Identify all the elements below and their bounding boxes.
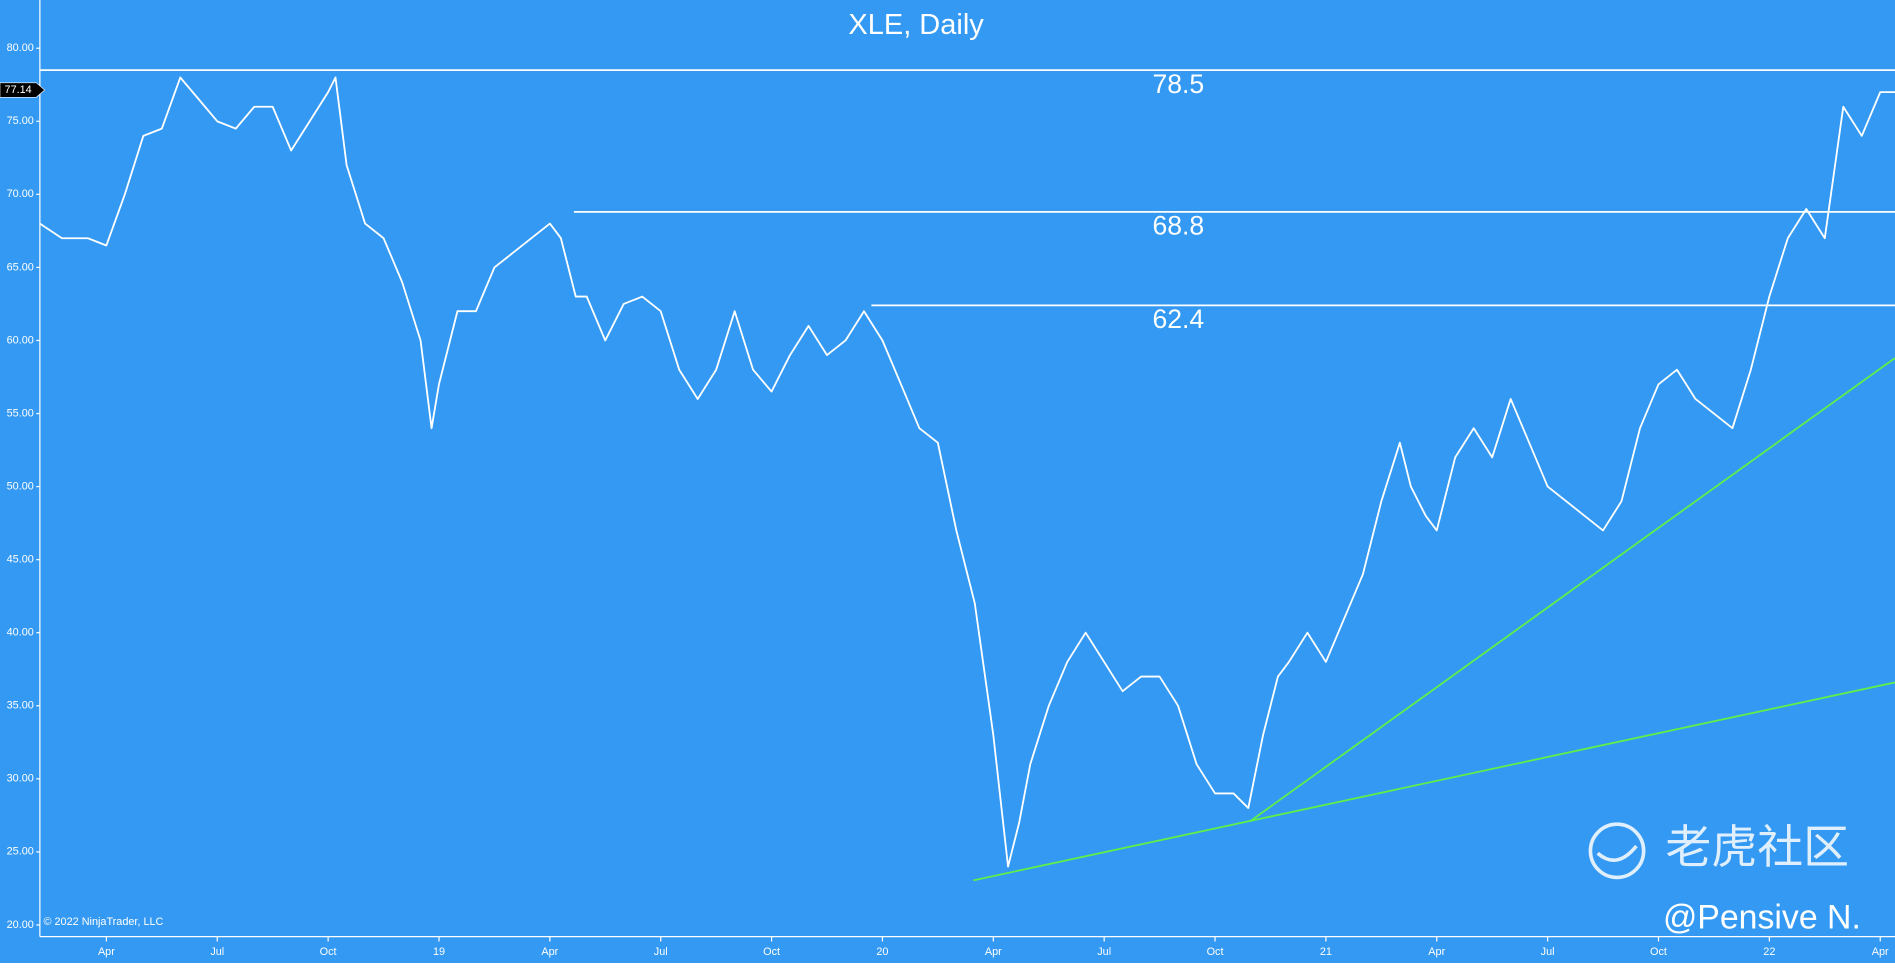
trendline — [1249, 357, 1895, 822]
x-tick-label: Apr — [541, 946, 558, 958]
last-price-label: 77.14 — [5, 84, 32, 96]
x-tick-label: Jul — [1541, 946, 1555, 958]
y-tick-label: 25.00 — [7, 846, 34, 858]
price-level-label: 68.8 — [1152, 211, 1204, 241]
x-tick-label: Oct — [320, 946, 337, 958]
y-tick-label: 30.00 — [7, 773, 34, 785]
x-tick-label: Apr — [98, 946, 115, 958]
x-tick-label: 20 — [876, 946, 888, 958]
y-tick-label: 70.00 — [7, 188, 34, 200]
copyright: © 2022 NinjaTrader, LLC — [44, 916, 164, 928]
trendline — [973, 681, 1895, 882]
x-tick-label: 21 — [1320, 946, 1332, 958]
y-tick-label: 60.00 — [7, 334, 34, 346]
price-level-label: 62.4 — [1152, 304, 1204, 334]
y-tick-label: 40.00 — [7, 627, 34, 639]
x-tick-label: Apr — [985, 946, 1002, 958]
x-tick-label: Oct — [763, 946, 780, 958]
y-tick-label: 75.00 — [7, 115, 34, 127]
x-tick-label: Oct — [1650, 946, 1667, 958]
x-tick-label: Apr — [1428, 946, 1445, 958]
x-tick-label: Jul — [1097, 946, 1111, 958]
price-line — [39, 76, 1895, 868]
watermark: 老虎社区 — [1665, 821, 1849, 873]
y-tick-label: 65.00 — [7, 261, 34, 273]
last-price-marker — [0, 82, 46, 98]
price-level-label: 78.5 — [1152, 69, 1204, 99]
y-tick-label: 80.00 — [7, 42, 34, 54]
x-tick-label: Apr — [1872, 946, 1889, 958]
y-tick-label: 50.00 — [7, 480, 34, 492]
y-tick-label: 20.00 — [7, 919, 34, 931]
x-tick-label: Oct — [1207, 946, 1224, 958]
x-tick-label: Jul — [210, 946, 224, 958]
author: @Pensive N. — [1663, 899, 1861, 937]
y-tick-label: 55.00 — [7, 407, 34, 419]
x-tick-label: 19 — [433, 946, 445, 958]
watermark-logo — [1588, 822, 1646, 880]
x-tick-label: 22 — [1763, 946, 1775, 958]
y-tick-label: 35.00 — [7, 700, 34, 712]
chart-title: XLE, Daily — [848, 9, 984, 41]
y-tick-label: 45.00 — [7, 554, 34, 566]
x-tick-label: Jul — [654, 946, 668, 958]
